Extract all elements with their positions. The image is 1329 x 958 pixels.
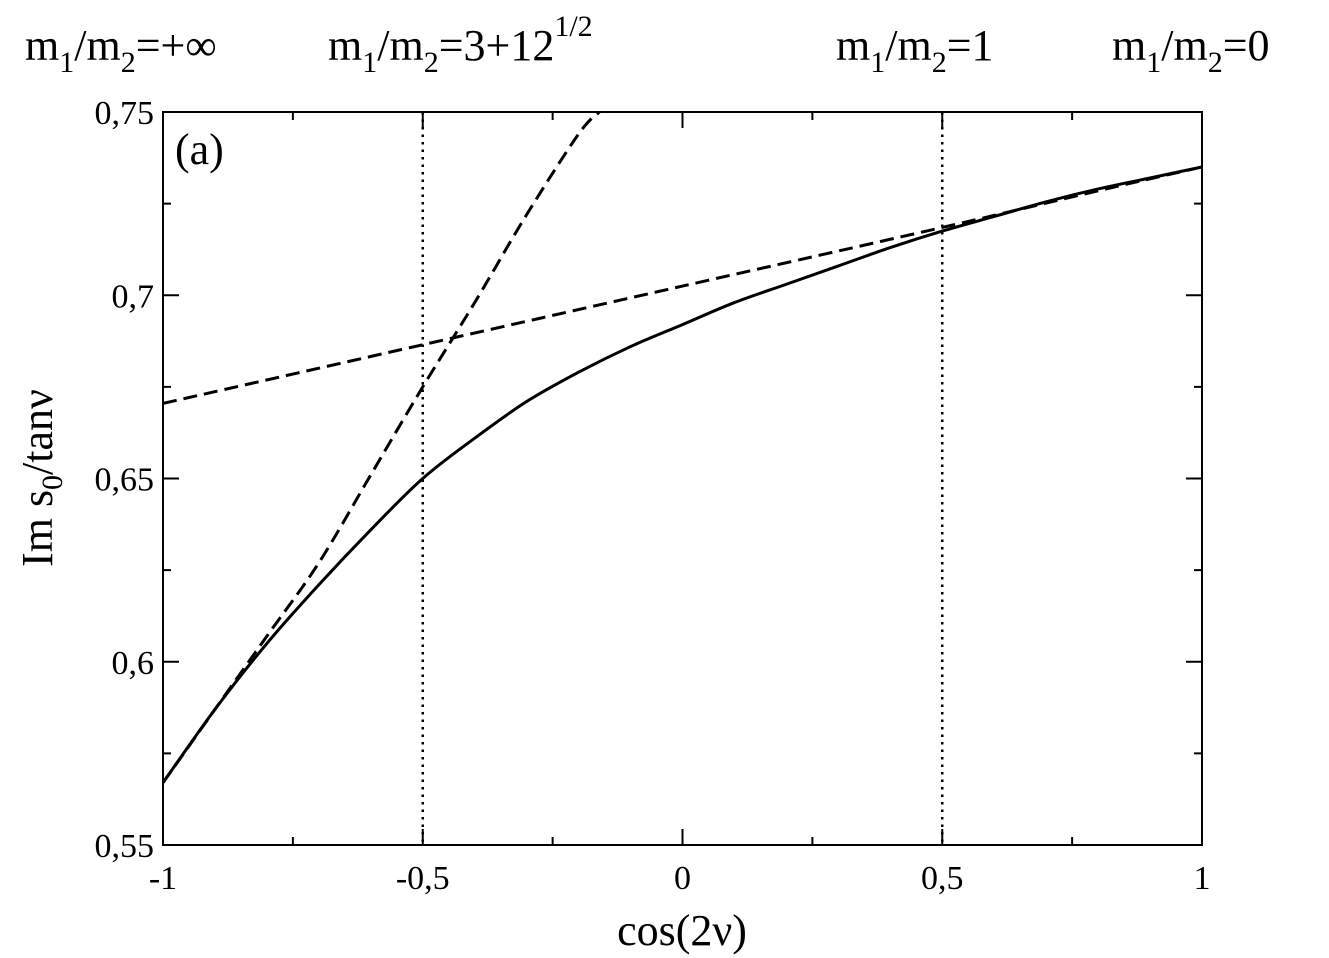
top-label-part: 1 xyxy=(870,46,885,79)
top-label-part: 1/2 xyxy=(554,10,592,43)
dashed-series-line-1 xyxy=(163,112,601,784)
top-label-part: m xyxy=(1112,21,1146,70)
y-tick-label: 0,55 xyxy=(95,828,155,865)
top-mass-ratio-label: m1/m2=3+121/2 xyxy=(328,10,593,79)
top-label-part: /m xyxy=(74,21,120,70)
plot-frame xyxy=(162,111,1203,846)
panel-label: (a) xyxy=(175,125,224,174)
top-label-part: =3+12 xyxy=(439,21,555,70)
top-labels: m1/m2=+∞ m1/m2=3+121/2 m1/m2=1 m1/m2=0 xyxy=(25,10,1270,79)
top-label-part: m xyxy=(25,21,59,70)
top-label-part: 2 xyxy=(121,46,136,79)
top-label-part: m xyxy=(836,21,870,70)
top-label-part: 1 xyxy=(1146,46,1161,79)
top-label-part: 1 xyxy=(362,46,377,79)
top-mass-ratio-label: m1/m2=0 xyxy=(1112,21,1270,79)
x-tick-labels: -1 -0,5 0 0,5 1 xyxy=(149,860,1211,897)
x-tick-label: -1 xyxy=(149,860,177,897)
y-tick-label: 0,7 xyxy=(112,278,155,315)
y-tick-labels: 0,55 0,6 0,65 0,7 0,75 xyxy=(95,95,155,865)
top-label-part: =1 xyxy=(947,21,994,70)
y-axis-label: Im s0/tanν xyxy=(13,389,69,567)
top-label-part: m xyxy=(328,21,362,70)
y-axis-label-rest: /tanν xyxy=(13,389,62,475)
top-mass-ratio-label: m1/m2=1 xyxy=(836,21,994,79)
top-label-part: 2 xyxy=(1208,46,1223,79)
top-label-part: 2 xyxy=(424,46,439,79)
top-label-part: /m xyxy=(885,21,931,70)
axis-ticks xyxy=(162,111,1203,846)
x-tick-label: -0,5 xyxy=(396,860,450,897)
y-axis-label-subscript: 0 xyxy=(36,475,69,490)
x-tick-label: 0 xyxy=(674,860,691,897)
x-tick-label: 0,5 xyxy=(921,860,964,897)
top-label-part: =0 xyxy=(1223,21,1270,70)
top-label-part: /m xyxy=(377,21,423,70)
x-tick-label: 1 xyxy=(1194,860,1211,897)
top-label-part: =+∞ xyxy=(136,21,217,70)
dashed-series-line-2 xyxy=(163,165,1202,405)
top-label-part: 1 xyxy=(59,46,74,79)
solid-series-line xyxy=(163,165,1202,784)
top-mass-ratio-label: m1/m2=+∞ xyxy=(25,21,217,79)
top-label-part: 2 xyxy=(932,46,947,79)
y-tick-label: 0,75 xyxy=(95,95,155,132)
y-tick-label: 0,65 xyxy=(95,462,155,499)
plot-area: (a) xyxy=(162,111,1203,846)
x-axis-label: cos(2ν) xyxy=(617,906,747,955)
y-axis-label-main: Im s xyxy=(13,490,62,567)
series-group xyxy=(163,112,1202,784)
y-tick-label: 0,6 xyxy=(112,645,155,682)
top-label-part: /m xyxy=(1161,21,1207,70)
reference-lines xyxy=(421,112,944,845)
